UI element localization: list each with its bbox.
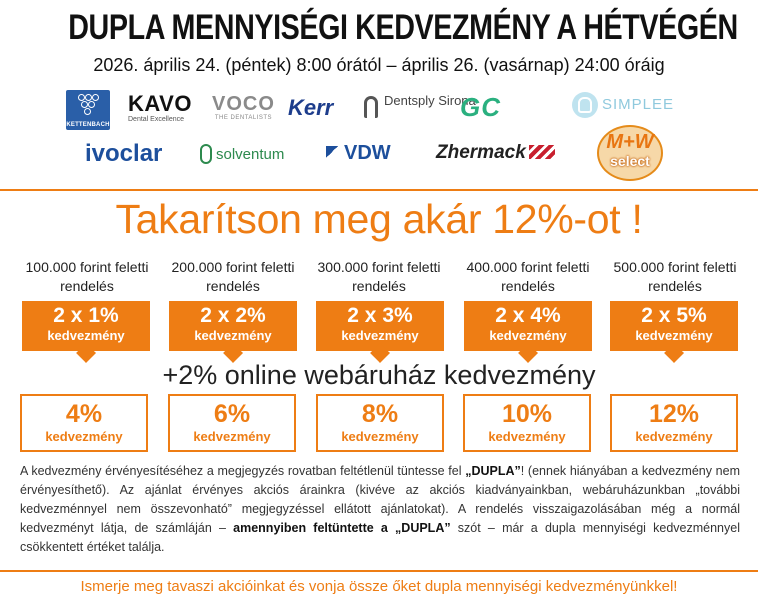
tier-label: 200.000 forint feletti rendelés [171, 259, 295, 294]
tier-discount-word: kedvezmény [341, 328, 419, 343]
mw-select-logo: M+W select [597, 125, 663, 181]
tier-discount-value: 2 x 2% [200, 304, 266, 327]
kettenbach-logo-text: KETTENBACH [66, 122, 110, 128]
tier-total-value: 4% [65, 400, 103, 428]
mw-logo-text: M+W [606, 131, 654, 153]
online-bonus: +2% online webáruház kedvezmény [162, 360, 596, 390]
footer-note: Ismerje meg tavaszi akcióinkat és vonja … [80, 578, 678, 595]
terms-text: szót – már a dupla mennyiségi kedvezménn… [20, 521, 740, 554]
tier-discount-word: kedvezmény [194, 328, 272, 343]
tier-total-value: 6% [213, 400, 251, 428]
tier-label: 100.000 forint feletti rendelés [25, 259, 149, 294]
kavo-logo: KAVO Dental Excellence [128, 93, 192, 124]
tier-discount-word: kedvezmény [47, 328, 125, 343]
vdw-logo-mark [326, 146, 342, 160]
tier-total-box: 8% kedvezmény [316, 394, 444, 452]
tier-total-value: 12% [648, 400, 700, 428]
tier-total-word: kedvezmény [635, 429, 713, 444]
tier-total-word: kedvezmény [341, 429, 419, 444]
tier-total-word: kedvezmény [488, 429, 566, 444]
voco-logo: VOCO THE DENTALISTS [212, 94, 275, 122]
vdw-logo: VDW [326, 142, 391, 165]
kavo-logo-tagline: Dental Excellence [128, 116, 185, 123]
mw-logo-badge [597, 125, 663, 181]
tier-discount-word: kedvezmény [489, 328, 567, 343]
tier-discount-box: 2 x 5% kedvezmény [610, 301, 738, 363]
simplee-logo-text: SIMPLEE [602, 96, 675, 113]
tier-discount-box: 2 x 3% kedvezmény [316, 301, 444, 363]
voco-logo-text: VOCO [212, 93, 275, 115]
solventum-logo-mark [200, 144, 212, 164]
kavo-logo-text: KAVO [128, 91, 192, 116]
tier-label: 400.000 forint feletti rendelés [466, 259, 590, 294]
gc-logo: GC [460, 92, 501, 122]
headline: Takarítson meg akár 12%-ot ! [115, 196, 643, 242]
terms-text: ! (ennek hiányában a kedvezmény nem érvé… [20, 464, 740, 535]
terms-keyword: „DUPLA” [465, 464, 521, 478]
page-title: DUPLA MENNYISÉGI KEDVEZMÉNY A HÉTVÉGÉN [68, 8, 738, 47]
terms-text: A kedvezmény érvényesítéséhez a megjegyz… [20, 464, 466, 478]
tier-label: 300.000 forint feletti rendelés [317, 259, 441, 294]
tier-discount-value: 2 x 3% [347, 304, 413, 327]
mw-logo-subtext: select [610, 153, 650, 169]
tier-total-value: 10% [501, 400, 553, 428]
tier-discount-box: 2 x 2% kedvezmény [169, 301, 297, 363]
dentsply-logo-text: Dentsply Sirona [384, 93, 476, 108]
date-range: 2026. április 24. (péntek) 8:00 órától –… [93, 55, 665, 75]
tooth-icon [572, 92, 598, 118]
tier-total-box: 6% kedvezmény [168, 394, 296, 452]
tier-total-box: 10% kedvezmény [463, 394, 591, 452]
zhermack-logo-mark [528, 145, 555, 159]
tier-total-box: 4% kedvezmény [20, 394, 148, 452]
bottom-divider [0, 570, 758, 572]
kettenbach-logo-mark [78, 94, 99, 118]
dentsply-logo-mark [364, 96, 378, 118]
tier-total-word: kedvezmény [45, 429, 123, 444]
solventum-logo-text: solventum [216, 146, 285, 163]
voco-logo-tagline: THE DENTALISTS [214, 115, 273, 121]
kerr-logo: Kerr [288, 95, 334, 120]
tier-discount-box: 2 x 1% kedvezmény [22, 301, 150, 363]
tier-discount-value: 2 x 4% [495, 304, 561, 327]
tier-discount-box: 2 x 4% kedvezmény [464, 301, 592, 363]
tier-total-value: 8% [361, 400, 399, 428]
kettenbach-logo: KETTENBACH [66, 90, 110, 130]
zhermack-logo-text: Zhermack [436, 142, 526, 163]
tier-discount-word: kedvezmény [635, 328, 713, 343]
terms-keyword: amennyiben feltüntette a „DUPLA” [233, 521, 451, 535]
tier-total-box: 12% kedvezmény [610, 394, 738, 452]
ivoclar-logo: ivoclar [85, 140, 163, 167]
tier-total-word: kedvezmény [193, 429, 271, 444]
vdw-logo-text: VDW [344, 142, 391, 164]
tier-discount-value: 2 x 5% [641, 304, 707, 327]
tier-label: 500.000 forint feletti rendelés [613, 259, 737, 294]
tier-discount-value: 2 x 1% [53, 304, 119, 327]
zhermack-logo: Zhermack [436, 142, 555, 164]
top-divider [0, 189, 758, 191]
terms-paragraph: A kedvezmény érvényesítéséhez a megjegyz… [20, 462, 740, 557]
